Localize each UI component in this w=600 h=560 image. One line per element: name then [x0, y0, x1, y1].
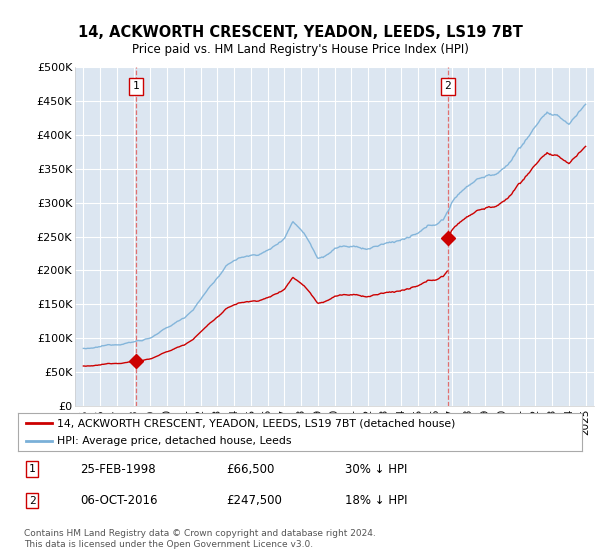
Text: £247,500: £247,500	[227, 494, 283, 507]
Text: 14, ACKWORTH CRESCENT, YEADON, LEEDS, LS19 7BT: 14, ACKWORTH CRESCENT, YEADON, LEEDS, LS…	[77, 25, 523, 40]
Text: Contains HM Land Registry data © Crown copyright and database right 2024.
This d: Contains HM Land Registry data © Crown c…	[24, 529, 376, 549]
Text: 2: 2	[445, 81, 451, 91]
Text: 2: 2	[29, 496, 35, 506]
Text: £66,500: £66,500	[227, 463, 275, 475]
Text: 25-FEB-1998: 25-FEB-1998	[80, 463, 155, 475]
Text: Price paid vs. HM Land Registry's House Price Index (HPI): Price paid vs. HM Land Registry's House …	[131, 43, 469, 56]
Text: 1: 1	[133, 81, 139, 91]
Text: 30% ↓ HPI: 30% ↓ HPI	[345, 463, 407, 475]
Text: HPI: Average price, detached house, Leeds: HPI: Average price, detached house, Leed…	[58, 436, 292, 446]
Text: 14, ACKWORTH CRESCENT, YEADON, LEEDS, LS19 7BT (detached house): 14, ACKWORTH CRESCENT, YEADON, LEEDS, LS…	[58, 418, 456, 428]
Text: 18% ↓ HPI: 18% ↓ HPI	[345, 494, 407, 507]
Text: 06-OCT-2016: 06-OCT-2016	[80, 494, 158, 507]
Text: 1: 1	[29, 464, 35, 474]
